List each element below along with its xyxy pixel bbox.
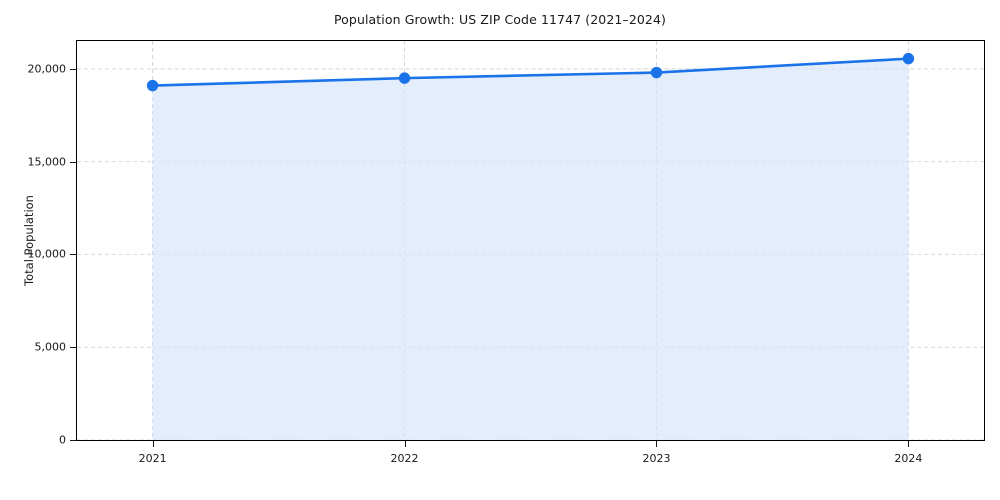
x-axis-tick-label: 2023 bbox=[642, 452, 671, 465]
gridlines-overlay bbox=[152, 41, 909, 440]
data-point-marker bbox=[650, 66, 663, 79]
area-fill bbox=[152, 58, 909, 440]
x-axis-tick-label: 2024 bbox=[894, 452, 923, 465]
x-axis-tick-label: 2021 bbox=[138, 452, 167, 465]
plot-inner bbox=[77, 41, 984, 440]
x-axis-tick-mark bbox=[908, 441, 910, 447]
chart-title: Population Growth: US ZIP Code 11747 (20… bbox=[333, 12, 667, 27]
x-axis-tick-label: 2022 bbox=[390, 452, 419, 465]
series-line bbox=[151, 57, 910, 87]
x-axis-tick-mark bbox=[404, 441, 406, 447]
x-axis-tick-mark bbox=[656, 441, 658, 447]
data-point-marker bbox=[902, 52, 915, 65]
plot-area bbox=[76, 40, 985, 441]
x-axis-tick-mark bbox=[152, 441, 154, 447]
y-axis-label: Total Population bbox=[22, 195, 36, 286]
data-point-marker bbox=[146, 79, 159, 92]
data-point-marker bbox=[398, 72, 411, 84]
series-plot bbox=[77, 41, 984, 440]
